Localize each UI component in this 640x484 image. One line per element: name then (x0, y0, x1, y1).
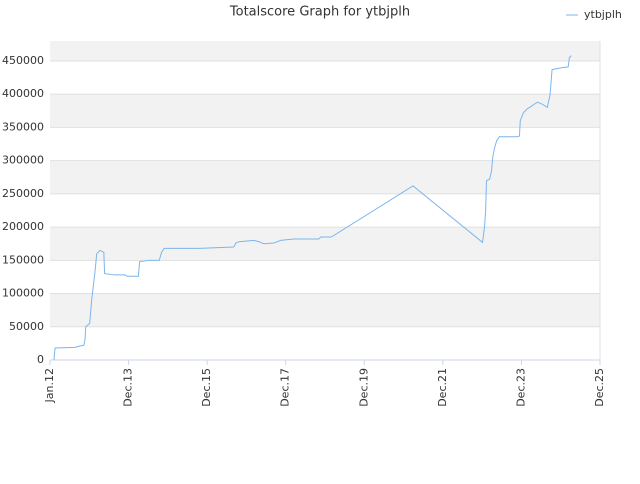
x-tick-label: Dec.13 (122, 368, 135, 407)
y-tick-label: 400000 (2, 87, 44, 100)
x-tick-label: Dec.17 (279, 368, 292, 407)
grid-band (50, 293, 600, 327)
x-tick-label: Dec.19 (357, 368, 370, 407)
y-tick-label: 250000 (2, 187, 44, 200)
x-tick-label: Jan.12 (43, 368, 56, 403)
chart-title: Totalscore Graph for ytbjplh (229, 5, 410, 20)
grid-band (50, 41, 600, 61)
grid-band (50, 160, 600, 194)
y-tick-label: 200000 (2, 220, 44, 233)
y-tick-label: 100000 (2, 287, 44, 300)
series-line (53, 55, 572, 361)
y-tick-label: 450000 (2, 54, 44, 67)
grid-band (50, 94, 600, 128)
y-tick-label: 300000 (2, 154, 44, 167)
legend-label: ytbjplh (584, 8, 622, 21)
y-tick-label: 50000 (9, 320, 44, 333)
x-tick-label: Dec.21 (436, 368, 449, 407)
x-tick-label: Dec.15 (200, 368, 213, 407)
y-tick-label: 150000 (2, 253, 44, 266)
y-tick-label: 0 (37, 353, 44, 366)
y-tick-label: 350000 (2, 120, 44, 133)
x-tick-label: Dec.25 (593, 368, 606, 407)
x-tick-label: Dec.23 (514, 368, 527, 407)
grid-band (50, 227, 600, 261)
